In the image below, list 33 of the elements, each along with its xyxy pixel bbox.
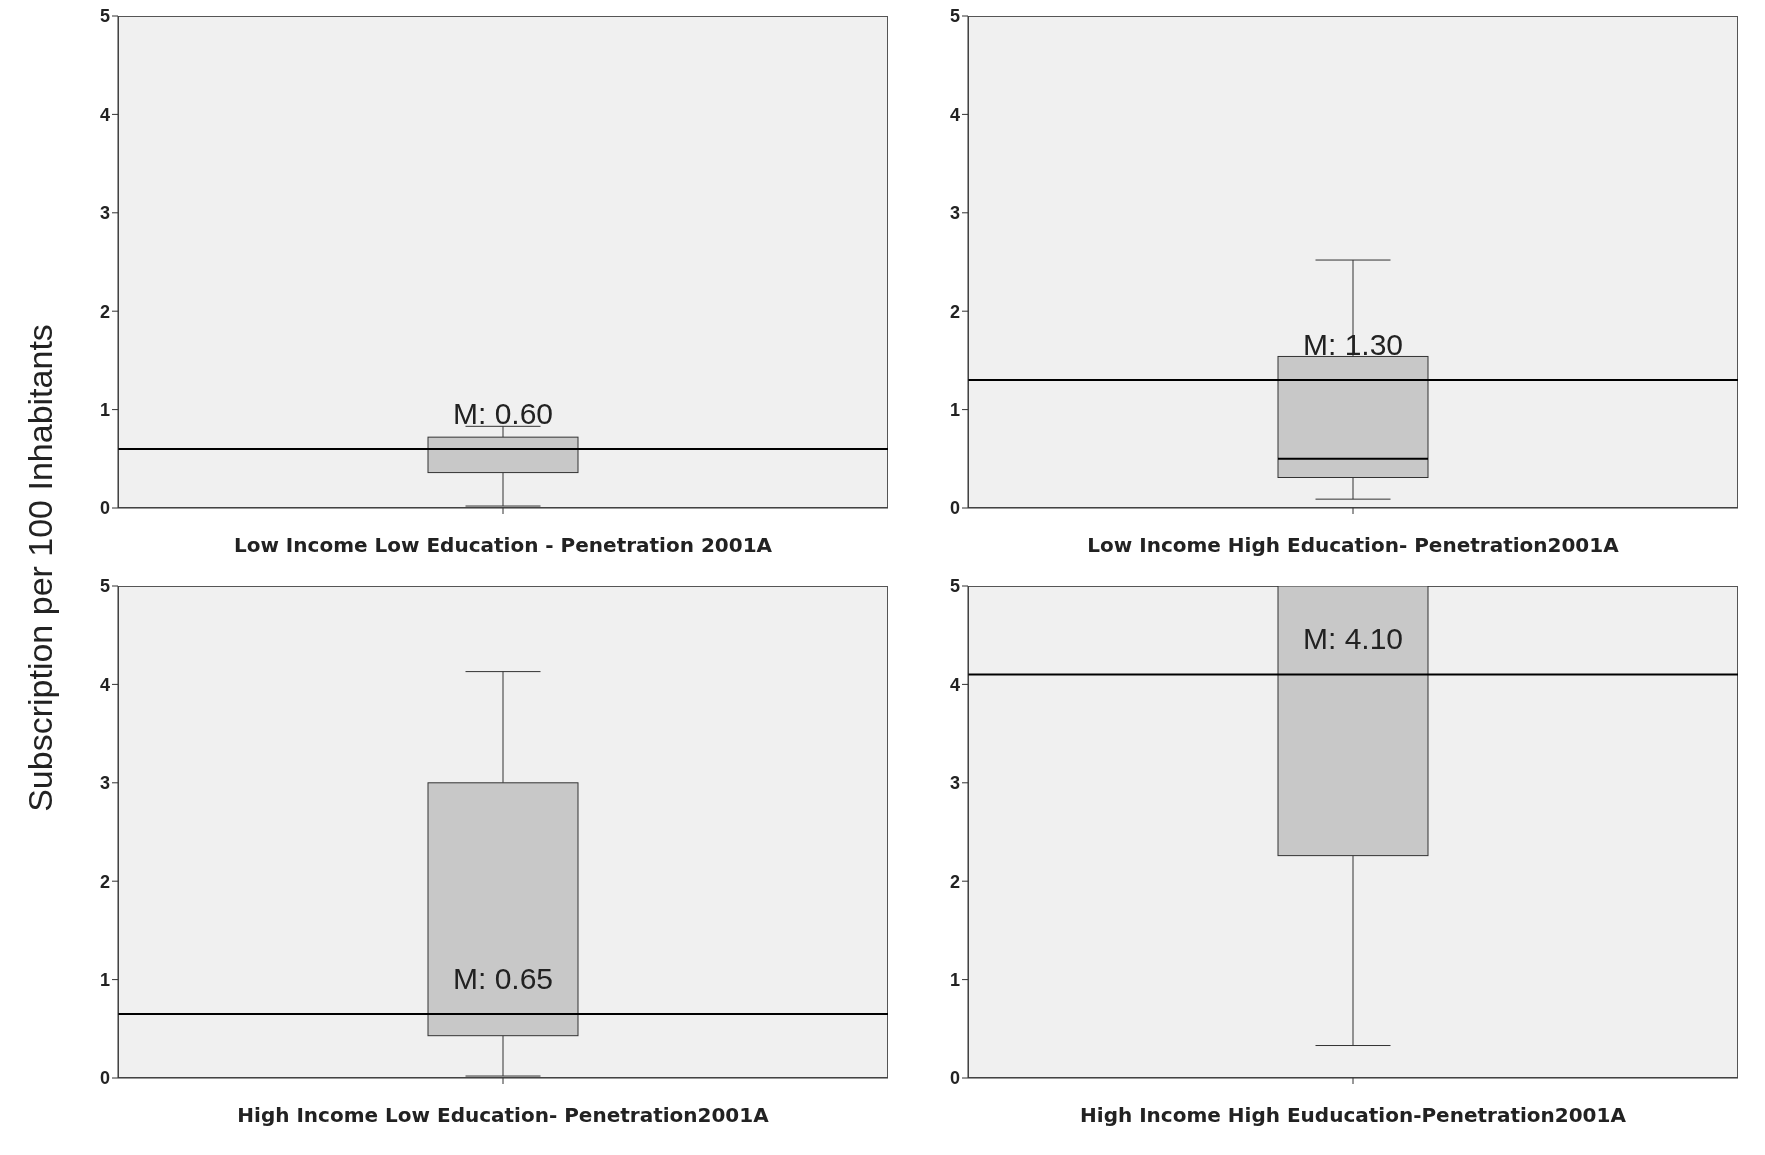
ref-line-label: M: 4.10 [1302, 622, 1404, 656]
x-axis-title: Low Income High Education- Penetration2001A [1087, 533, 1620, 557]
y-tick-label: 3 [99, 203, 110, 224]
ref-line-label: M: 0.60 [452, 396, 554, 430]
y-tick-label: 3 [949, 773, 960, 794]
y-tick-label: 5 [99, 6, 110, 27]
y-tick-label: 5 [99, 576, 110, 597]
x-axis-title: High Income Low Education- Penetration2001A [237, 1103, 770, 1127]
y-tick-label: 4 [99, 674, 110, 695]
y-tick-label: 2 [949, 871, 960, 892]
y-tick-label: 0 [949, 498, 960, 519]
y-tick-label: 0 [99, 1068, 110, 1089]
y-tick-label: 1 [99, 399, 110, 420]
y-tick-label: 3 [949, 203, 960, 224]
x-axis-title: Low Income Low Education - Penetration 2001A [233, 533, 773, 557]
y-tick-label: 0 [949, 1068, 960, 1089]
y-tick-label: 5 [949, 576, 960, 597]
ref-line-label: M: 1.30 [1302, 327, 1404, 361]
y-tick-label: 0 [99, 498, 110, 519]
y-tick-label: 4 [949, 674, 960, 695]
y-tick-label: 2 [949, 301, 960, 322]
y-tick-label: 4 [99, 104, 110, 125]
y-axis-title: Subscription per 100 Inhabitants [20, 324, 60, 812]
y-tick-label: 2 [99, 301, 110, 322]
y-tick-label: 1 [99, 969, 110, 990]
y-tick-label: 5 [949, 6, 960, 27]
ref-line-label: M: 0.65 [452, 961, 554, 995]
y-tick-label: 2 [99, 871, 110, 892]
y-tick-label: 4 [949, 104, 960, 125]
y-tick-label: 3 [99, 773, 110, 794]
x-axis-title: High Income High Euducation-Penetration2001A [1080, 1103, 1627, 1127]
y-tick-label: 1 [949, 399, 960, 420]
y-tick-label: 1 [949, 969, 960, 990]
